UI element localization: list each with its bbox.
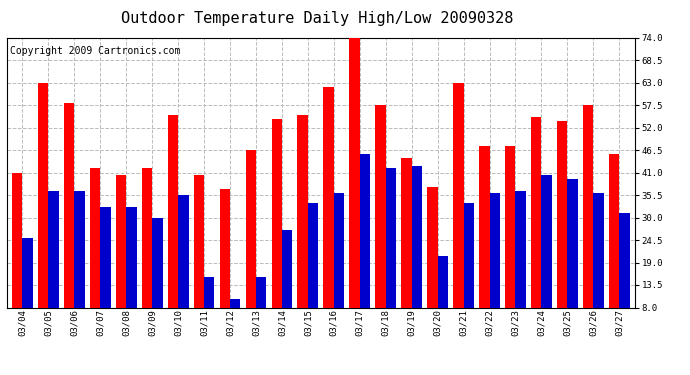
Bar [479, 146, 489, 340]
Bar [272, 119, 282, 340]
Bar [204, 277, 215, 340]
Bar [489, 193, 500, 340]
Bar [453, 82, 464, 340]
Bar [375, 105, 386, 340]
Bar [38, 82, 48, 340]
Bar [515, 191, 526, 340]
Bar [246, 150, 256, 340]
Bar [324, 87, 334, 340]
Text: Copyright 2009 Cartronics.com: Copyright 2009 Cartronics.com [10, 46, 180, 56]
Bar [464, 203, 474, 340]
Bar [402, 158, 412, 340]
Bar [168, 115, 178, 340]
Bar [437, 256, 448, 340]
Bar [219, 189, 230, 340]
Bar [64, 103, 75, 340]
Bar [308, 203, 318, 340]
Bar [230, 299, 240, 340]
Bar [100, 207, 110, 340]
Bar [412, 166, 422, 340]
Bar [282, 230, 293, 340]
Bar [619, 213, 629, 340]
Bar [593, 193, 604, 340]
Bar [48, 191, 59, 340]
Bar [126, 207, 137, 340]
Bar [386, 168, 396, 340]
Bar [427, 187, 437, 340]
Bar [12, 172, 23, 340]
Bar [90, 168, 100, 340]
Bar [557, 122, 567, 340]
Bar [116, 174, 126, 340]
Bar [609, 154, 619, 340]
Bar [297, 115, 308, 340]
Bar [256, 277, 266, 340]
Bar [583, 105, 593, 340]
Bar [23, 238, 33, 340]
Bar [334, 193, 344, 340]
Bar [194, 174, 204, 340]
Bar [567, 178, 578, 340]
Bar [531, 117, 542, 340]
Bar [542, 174, 552, 340]
Bar [505, 146, 515, 340]
Bar [349, 33, 359, 340]
Bar [152, 217, 163, 340]
Bar [75, 191, 85, 340]
Bar [178, 195, 188, 340]
Bar [142, 168, 152, 340]
Text: Outdoor Temperature Daily High/Low 20090328: Outdoor Temperature Daily High/Low 20090… [121, 11, 513, 26]
Bar [359, 154, 370, 340]
